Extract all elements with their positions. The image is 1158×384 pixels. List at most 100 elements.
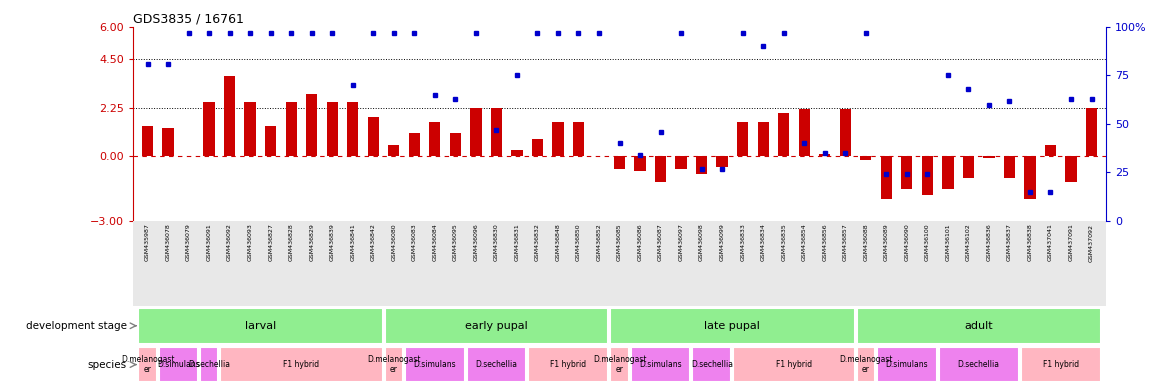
Bar xyxy=(943,156,953,189)
Text: GSM436078: GSM436078 xyxy=(166,223,170,261)
Bar xyxy=(449,132,461,156)
FancyBboxPatch shape xyxy=(138,347,156,382)
Text: GSM436838: GSM436838 xyxy=(1027,223,1033,261)
Text: GSM436092: GSM436092 xyxy=(227,223,232,262)
Bar xyxy=(1045,146,1056,156)
Text: GSM436828: GSM436828 xyxy=(288,223,294,261)
Text: F1 hybrid: F1 hybrid xyxy=(550,360,586,369)
Text: GSM436101: GSM436101 xyxy=(945,223,951,261)
Bar xyxy=(512,150,522,156)
Text: GSM436850: GSM436850 xyxy=(576,223,581,261)
Text: GSM437091: GSM437091 xyxy=(1069,223,1073,262)
Text: GSM436080: GSM436080 xyxy=(391,223,396,261)
FancyBboxPatch shape xyxy=(384,347,403,382)
Text: GSM436848: GSM436848 xyxy=(556,223,560,261)
Text: D.sechellia: D.sechellia xyxy=(691,360,733,369)
Text: D.melanogast
er: D.melanogast er xyxy=(120,355,175,374)
Bar xyxy=(1004,156,1016,178)
FancyBboxPatch shape xyxy=(733,347,855,382)
Text: GSM436833: GSM436833 xyxy=(740,223,745,262)
Text: D.sechellia: D.sechellia xyxy=(476,360,518,369)
Text: GSM436837: GSM436837 xyxy=(1007,223,1012,262)
Bar xyxy=(840,109,851,156)
Bar xyxy=(491,108,503,156)
Bar xyxy=(204,103,214,156)
Text: GSM436099: GSM436099 xyxy=(719,223,725,262)
Text: GSM436083: GSM436083 xyxy=(412,223,417,261)
FancyBboxPatch shape xyxy=(200,347,219,382)
Bar xyxy=(409,132,420,156)
Text: GSM436086: GSM436086 xyxy=(638,223,643,261)
Text: D.sechellia: D.sechellia xyxy=(958,360,999,369)
Text: GSM436854: GSM436854 xyxy=(801,223,807,261)
Text: GSM436085: GSM436085 xyxy=(617,223,622,261)
Bar xyxy=(983,156,995,159)
Text: GSM436100: GSM436100 xyxy=(925,223,930,261)
Bar xyxy=(223,76,235,156)
Text: GSM436830: GSM436830 xyxy=(494,223,499,261)
Bar xyxy=(286,103,296,156)
Bar xyxy=(532,139,543,156)
FancyBboxPatch shape xyxy=(159,347,198,382)
Text: GSM436098: GSM436098 xyxy=(699,223,704,261)
Bar xyxy=(1025,156,1035,199)
Text: GSM436834: GSM436834 xyxy=(761,223,765,262)
Text: GSM436857: GSM436857 xyxy=(843,223,848,261)
Bar xyxy=(901,156,913,189)
Bar xyxy=(655,156,666,182)
Text: D.melanogast
er: D.melanogast er xyxy=(593,355,646,374)
Text: GSM436835: GSM436835 xyxy=(782,223,786,261)
Text: larval: larval xyxy=(244,321,276,331)
Bar xyxy=(962,156,974,178)
Bar xyxy=(1065,156,1077,182)
Bar xyxy=(675,156,687,169)
Text: F1 hybrid: F1 hybrid xyxy=(776,360,812,369)
Text: GSM437041: GSM437041 xyxy=(1048,223,1053,262)
Text: GSM436084: GSM436084 xyxy=(432,223,438,261)
Bar xyxy=(388,146,400,156)
Text: GSM436096: GSM436096 xyxy=(474,223,478,261)
Bar xyxy=(757,122,769,156)
Text: GSM436090: GSM436090 xyxy=(904,223,909,261)
Bar xyxy=(635,156,646,171)
FancyBboxPatch shape xyxy=(220,347,382,382)
Bar xyxy=(306,94,317,156)
Bar xyxy=(881,156,892,199)
Bar xyxy=(470,108,482,156)
Text: GSM436827: GSM436827 xyxy=(269,223,273,262)
Text: D.simulans: D.simulans xyxy=(886,360,929,369)
Bar xyxy=(778,113,790,156)
Bar xyxy=(736,122,748,156)
Text: GSM435987: GSM435987 xyxy=(145,223,151,262)
Text: GSM436089: GSM436089 xyxy=(884,223,889,261)
Text: early pupal: early pupal xyxy=(466,321,528,331)
Bar xyxy=(1086,108,1097,156)
FancyBboxPatch shape xyxy=(528,347,608,382)
Text: GSM436102: GSM436102 xyxy=(966,223,970,261)
Text: species: species xyxy=(88,359,127,369)
Bar xyxy=(327,103,338,156)
Text: GSM436856: GSM436856 xyxy=(822,223,827,261)
Text: D.melanogast
er: D.melanogast er xyxy=(840,355,893,374)
Bar xyxy=(799,109,809,156)
Bar xyxy=(244,103,256,156)
Text: F1 hybrid: F1 hybrid xyxy=(1042,360,1079,369)
Text: D.sechellia: D.sechellia xyxy=(188,360,230,369)
Bar xyxy=(573,122,584,156)
FancyBboxPatch shape xyxy=(610,347,629,382)
Text: GSM437092: GSM437092 xyxy=(1089,223,1094,262)
FancyBboxPatch shape xyxy=(857,308,1101,344)
FancyBboxPatch shape xyxy=(610,308,855,344)
Text: GSM436829: GSM436829 xyxy=(309,223,314,262)
FancyBboxPatch shape xyxy=(1020,347,1101,382)
Bar xyxy=(614,156,625,169)
Text: GSM436095: GSM436095 xyxy=(453,223,457,261)
Text: D.melanogast
er: D.melanogast er xyxy=(367,355,420,374)
FancyBboxPatch shape xyxy=(467,347,526,382)
Bar xyxy=(552,122,564,156)
Text: F1 hybrid: F1 hybrid xyxy=(284,360,320,369)
Bar xyxy=(430,122,440,156)
Bar xyxy=(696,156,708,174)
FancyBboxPatch shape xyxy=(405,347,464,382)
Text: GSM436842: GSM436842 xyxy=(371,223,376,262)
